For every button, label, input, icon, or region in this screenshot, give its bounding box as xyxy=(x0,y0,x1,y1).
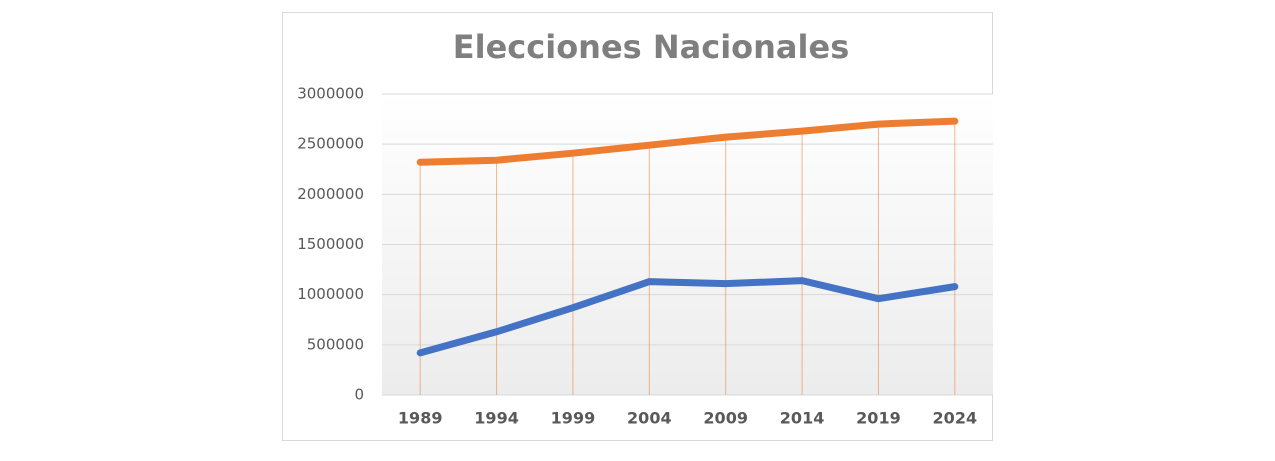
chart-title: Elecciones Nacionales xyxy=(453,28,849,66)
x-tick-label: 1994 xyxy=(474,409,519,428)
drop-lines xyxy=(419,121,956,395)
labels: 0 500000 1000000 1500000 2000000 2500000 30000… xyxy=(297,85,977,428)
y-tick-label: 0 xyxy=(354,386,364,404)
x-tick-label: 1989 xyxy=(398,409,443,428)
y-tick-label: 1500000 xyxy=(297,235,364,253)
series-line xyxy=(416,277,959,357)
x-tick-label: 2019 xyxy=(856,409,901,428)
y-tick-label: 500000 xyxy=(307,335,364,353)
lines xyxy=(416,117,959,357)
x-tick-label: 2004 xyxy=(627,409,672,428)
y-tick-label: 2000000 xyxy=(297,185,364,203)
y-tick-label: 1000000 xyxy=(297,285,364,303)
y-tick-label: 2500000 xyxy=(297,135,364,153)
y-tick-label: 3000000 xyxy=(297,85,364,103)
x-tick-label: 1999 xyxy=(551,409,596,428)
x-tick-label: 2014 xyxy=(780,409,825,428)
x-tick-label: 2009 xyxy=(703,409,748,428)
series-line xyxy=(416,117,959,166)
x-tick-label: 2024 xyxy=(933,409,978,428)
